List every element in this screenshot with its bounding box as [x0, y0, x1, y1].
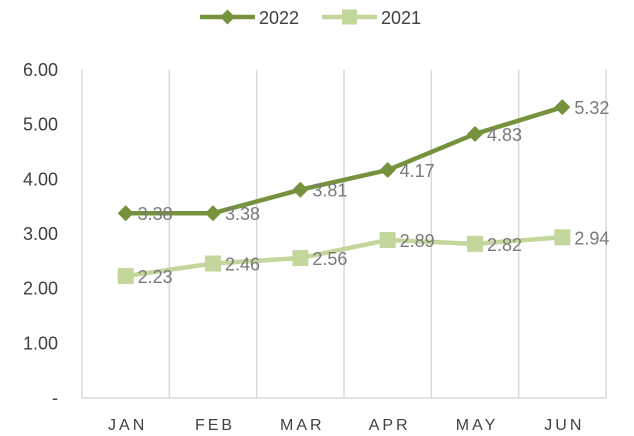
series-line-2022: [125, 105, 563, 216]
data-label: 5.32: [574, 98, 609, 118]
data-labels-group: 3.38 3.38 3.81 4.17 4.83 5.32 2.23 2.46 2.56 2.89…: [138, 98, 610, 287]
data-label: 2.82: [487, 235, 522, 255]
y-tick-label: 5.00: [23, 115, 58, 135]
data-point-marker: [292, 250, 309, 267]
x-tick-label: JUN: [544, 417, 584, 434]
x-tick-label: MAR: [280, 417, 325, 434]
y-tick-label: 1.00: [23, 333, 58, 353]
y-axis-ticks: - 1.00 2.00 3.00 4.00 5.00 6.00: [23, 60, 58, 408]
data-label: 2.46: [225, 255, 260, 275]
data-point-marker: [467, 125, 483, 142]
x-tick-label: MAY: [456, 417, 498, 434]
data-label: 2.23: [138, 267, 173, 287]
legend-marker: [342, 9, 357, 25]
legend-item-2022: 2022: [200, 8, 299, 28]
data-point-marker: [205, 255, 221, 272]
data-label: 2.94: [574, 228, 609, 248]
y-tick-label: 2.00: [23, 279, 58, 299]
data-label: 4.83: [487, 125, 522, 145]
series-line-2021: [125, 235, 563, 279]
x-tick-label: APR: [369, 417, 411, 434]
data-label: 3.38: [138, 204, 173, 224]
x-axis-ticks: JAN FEB MAR APR MAY JUN: [108, 417, 584, 434]
y-tick-label: 6.00: [23, 60, 58, 80]
y-tick-label: 3.00: [23, 224, 58, 244]
data-point-marker: [117, 205, 134, 222]
series-group: [117, 99, 571, 285]
data-point-marker: [292, 181, 309, 198]
series-2021: [117, 229, 571, 285]
data-point-marker: [554, 229, 571, 246]
y-tick-label: 4.00: [23, 169, 58, 189]
legend: 2022 2021: [200, 8, 421, 28]
data-label: 2.89: [400, 231, 435, 251]
data-point-marker: [379, 232, 396, 249]
data-point-marker: [467, 235, 483, 252]
data-label: 3.81: [312, 181, 347, 201]
data-point-marker: [379, 162, 396, 179]
data-point-marker: [117, 268, 134, 285]
legend-label: 2021: [381, 8, 421, 28]
x-tick-label: JAN: [108, 417, 147, 434]
data-point-marker: [554, 99, 571, 116]
data-label: 3.38: [225, 204, 260, 224]
y-tick-label: -: [52, 388, 58, 408]
legend-marker: [220, 9, 235, 25]
data-point-marker: [205, 205, 221, 222]
data-label: 2.56: [312, 249, 347, 269]
series-2022: [117, 99, 571, 222]
gridlines: [81, 70, 607, 399]
x-tick-label: FEB: [195, 417, 235, 434]
data-label: 4.17: [400, 161, 435, 181]
legend-item-2021: 2021: [322, 8, 421, 28]
legend-label: 2022: [259, 8, 299, 28]
